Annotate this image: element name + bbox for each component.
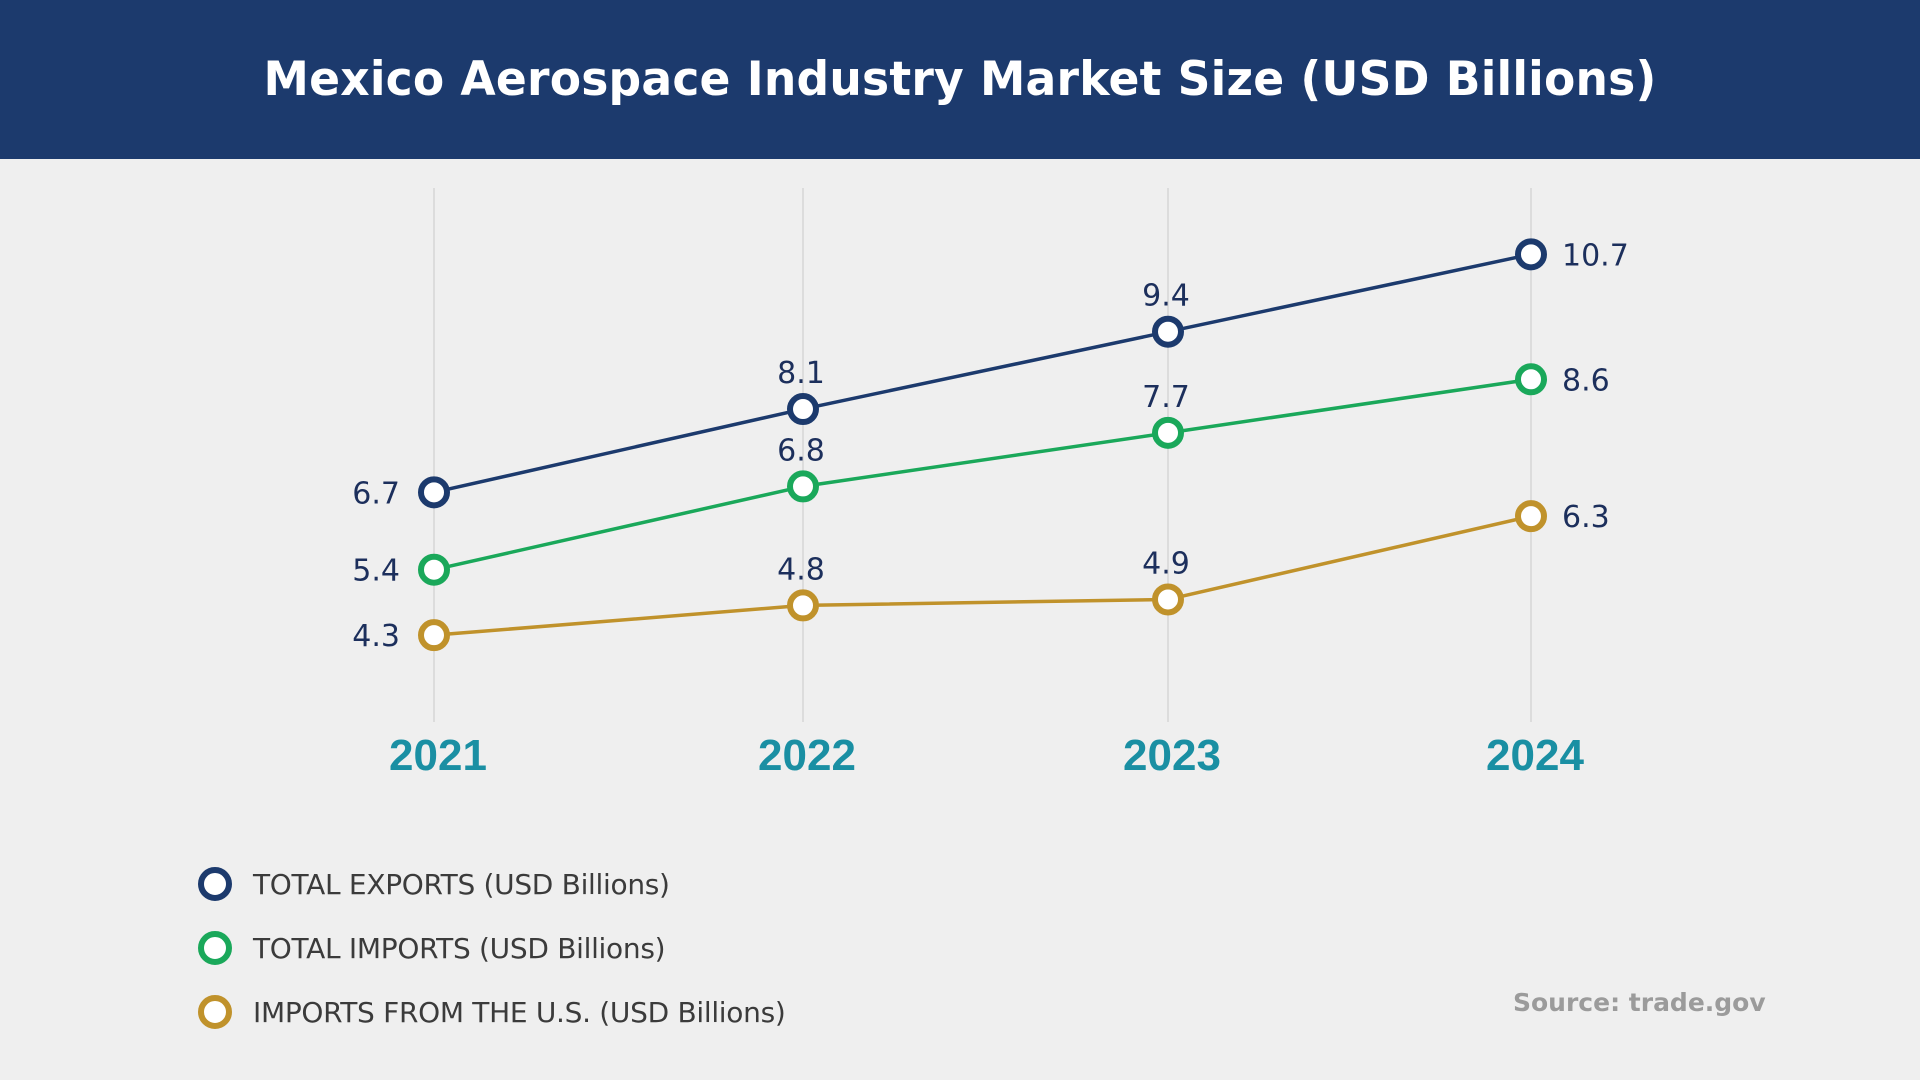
data-point-0-2024 — [1515, 238, 1547, 271]
x-tick-label-2022: 2022 — [758, 731, 856, 780]
data-point-2-2024 — [1515, 500, 1547, 533]
data-label-1-2021: 5.4 — [352, 554, 400, 589]
series-line-1 — [433, 377, 1532, 572]
data-point-2-2023 — [1152, 583, 1184, 616]
data-point-0-2021 — [418, 476, 450, 509]
data-label-0-2024: 10.7 — [1562, 238, 1629, 273]
x-tick-label-2021: 2021 — [389, 731, 487, 780]
data-point-2-2022 — [787, 589, 819, 622]
legend-marker-us-imports-icon — [198, 995, 232, 1029]
x-tick-label-2023: 2023 — [1123, 731, 1221, 780]
data-point-1-2023 — [1152, 416, 1184, 449]
data-point-1-2024 — [1515, 363, 1547, 396]
data-point-1-2021 — [418, 553, 450, 586]
data-label-2-2023: 4.9 — [1142, 546, 1190, 581]
legend-marker-imports-icon — [198, 931, 232, 965]
data-label-2-2021: 4.3 — [352, 619, 400, 654]
chart-title: Mexico Aerospace Industry Market Size (U… — [263, 52, 1657, 107]
legend-item-exports: TOTAL EXPORTS (USD Billions) — [198, 852, 785, 916]
series-line-0 — [433, 252, 1532, 495]
legend-marker-exports-icon — [198, 867, 232, 901]
source-note: Source: trade.gov — [1513, 988, 1766, 1017]
legend-label-us-imports: IMPORTS FROM THE U.S. (USD Billions) — [253, 995, 786, 1029]
x-tick-label-2024: 2024 — [1486, 731, 1584, 780]
data-label-2-2024: 6.3 — [1562, 500, 1610, 535]
data-label-0-2022: 8.1 — [777, 356, 825, 391]
data-label-0-2023: 9.4 — [1142, 279, 1190, 314]
legend-item-imports: TOTAL IMPORTS (USD Billions) — [198, 916, 785, 980]
legend-item-us-imports: IMPORTS FROM THE U.S. (USD Billions) — [198, 980, 786, 1044]
series-line-2 — [433, 514, 1532, 637]
data-label-1-2022: 6.8 — [777, 433, 825, 468]
data-label-1-2024: 8.6 — [1562, 363, 1610, 398]
data-label-0-2021: 6.7 — [352, 476, 400, 511]
legend-label-exports: TOTAL EXPORTS (USD Billions) — [253, 867, 670, 901]
data-label-2-2022: 4.8 — [777, 552, 825, 587]
data-point-1-2022 — [787, 470, 819, 503]
data-point-0-2023 — [1152, 315, 1184, 348]
chart-header: Mexico Aerospace Industry Market Size (U… — [0, 0, 1920, 159]
legend-label-imports: TOTAL IMPORTS (USD Billions) — [253, 931, 666, 965]
data-label-1-2023: 7.7 — [1142, 380, 1190, 415]
data-point-2-2021 — [418, 619, 450, 652]
data-point-0-2022 — [787, 393, 819, 426]
legend: TOTAL EXPORTS (USD Billions) TOTAL IMPOR… — [198, 852, 786, 1044]
